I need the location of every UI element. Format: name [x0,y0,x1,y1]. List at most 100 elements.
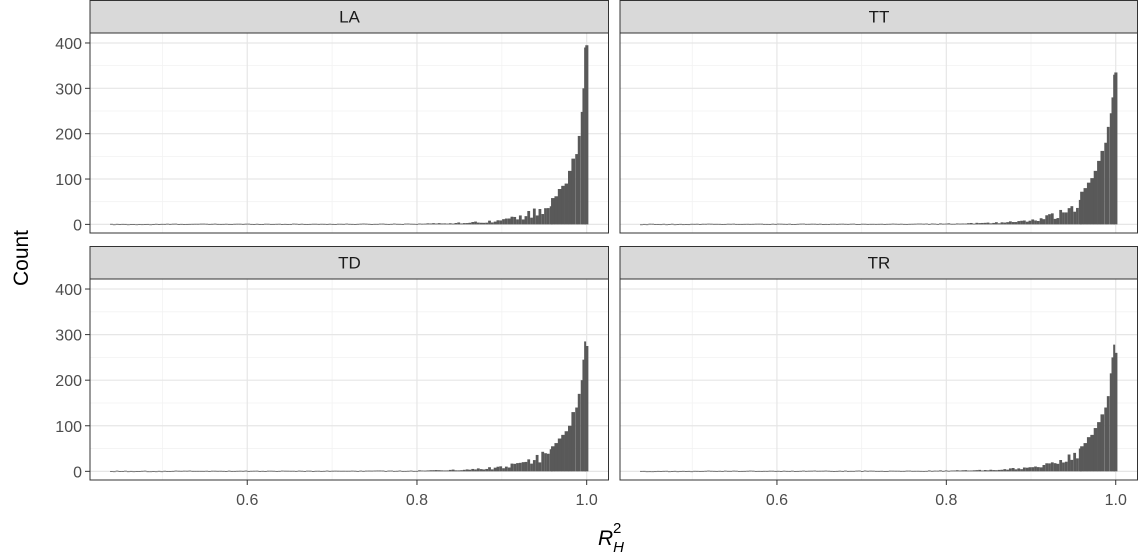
histogram-bar [659,224,663,226]
histogram-bar [406,470,410,472]
histogram-bar [440,223,444,225]
histogram-bar [894,470,898,472]
y-tick-label: 400 [55,282,82,299]
histogram-bar [485,468,489,472]
histogram-bar [423,470,427,472]
histogram-bar [1086,182,1091,225]
histogram-bar [872,470,875,472]
y-tick-label: 300 [55,81,82,98]
y-tick-label: 100 [55,419,82,436]
histogram-bar [1090,434,1095,472]
histogram-bar [437,223,441,225]
histogram-bar [986,222,990,225]
histogram-bar [376,470,379,472]
histogram-bar [746,223,750,225]
panel-background [620,33,1138,233]
histogram-bar [1028,467,1032,472]
histogram-bar [132,471,136,473]
histogram-bar [432,223,435,225]
histogram-bar [157,470,161,472]
histogram-bar [205,223,209,225]
histogram-bar [166,223,169,225]
histogram-bar [975,470,979,472]
histogram-bar [575,154,579,225]
histogram-bar [810,470,814,472]
histogram-bar [855,224,859,225]
histogram-bar [955,223,959,225]
histogram-bar [149,224,153,226]
histogram-bar [1008,468,1012,472]
histogram-bar [460,470,463,472]
histogram-bar [584,341,587,472]
histogram-bar [659,471,663,472]
histogram-bar [196,223,200,225]
histogram-bar [1003,469,1007,472]
histogram-bar [860,223,864,225]
histogram-bar [813,223,817,225]
histogram-bar [440,470,444,472]
panel-background [620,279,1138,480]
histogram-bar [1014,469,1018,472]
histogram-bar [961,223,965,225]
histogram-bar [345,223,349,225]
histogram-bar [196,470,200,472]
histogram-bar [670,223,674,225]
histogram-bar [432,470,435,472]
histogram-bar [969,470,973,472]
histogram-bar [177,470,181,472]
histogram-bar [392,223,396,225]
histogram-bar [191,470,195,472]
histogram-bar [199,470,203,472]
histogram-bar [530,217,533,225]
histogram-bar [342,470,346,472]
y-tick-label: 400 [55,36,82,53]
histogram-bar [479,222,483,225]
histogram-bar [891,470,895,472]
histogram-bar [112,224,116,226]
histogram-bar [992,470,995,472]
histogram-bar [429,223,433,225]
histogram-bar [404,470,407,472]
histogram-bar [272,470,276,472]
histogram-bar [516,463,519,472]
histogram-bar [888,223,892,225]
histogram-bar [654,224,657,225]
histogram-bar [568,170,572,225]
histogram-bar [143,224,147,225]
histogram-bar [342,223,346,225]
histogram-bar [732,470,736,472]
histogram-bar [681,470,685,472]
histogram-bar [121,223,125,225]
histogram-bar [306,224,309,225]
histogram-bar [743,223,747,225]
histogram-bar [740,223,744,225]
histogram-bar [250,223,253,225]
histogram-bar [743,470,747,472]
histogram-bar [978,469,982,472]
facet-strip [89,0,609,34]
histogram-bar [373,470,377,472]
histogram-bar [852,470,856,472]
histogram-bar [911,223,914,225]
histogram-bar [645,471,649,473]
histogram-bar [205,470,209,472]
histogram-bar [493,467,497,472]
histogram-bar [844,470,847,472]
histogram-bar [538,462,542,472]
histogram-bar [126,471,130,473]
histogram-bar [763,470,766,472]
histogram-bar [997,223,1001,225]
histogram-bar [350,223,354,225]
histogram-bar [891,223,895,225]
histogram-bar [981,222,984,225]
histogram-bar [448,223,452,225]
histogram-bar [482,222,486,225]
histogram-bar [398,223,402,225]
histogram-bar [208,470,211,472]
histogram-bar [199,223,203,225]
histogram-bar [1020,469,1023,472]
histogram-bar [350,470,354,472]
histogram-bar [334,470,337,472]
histogram-bar [830,223,833,225]
histogram-bar [729,470,733,472]
